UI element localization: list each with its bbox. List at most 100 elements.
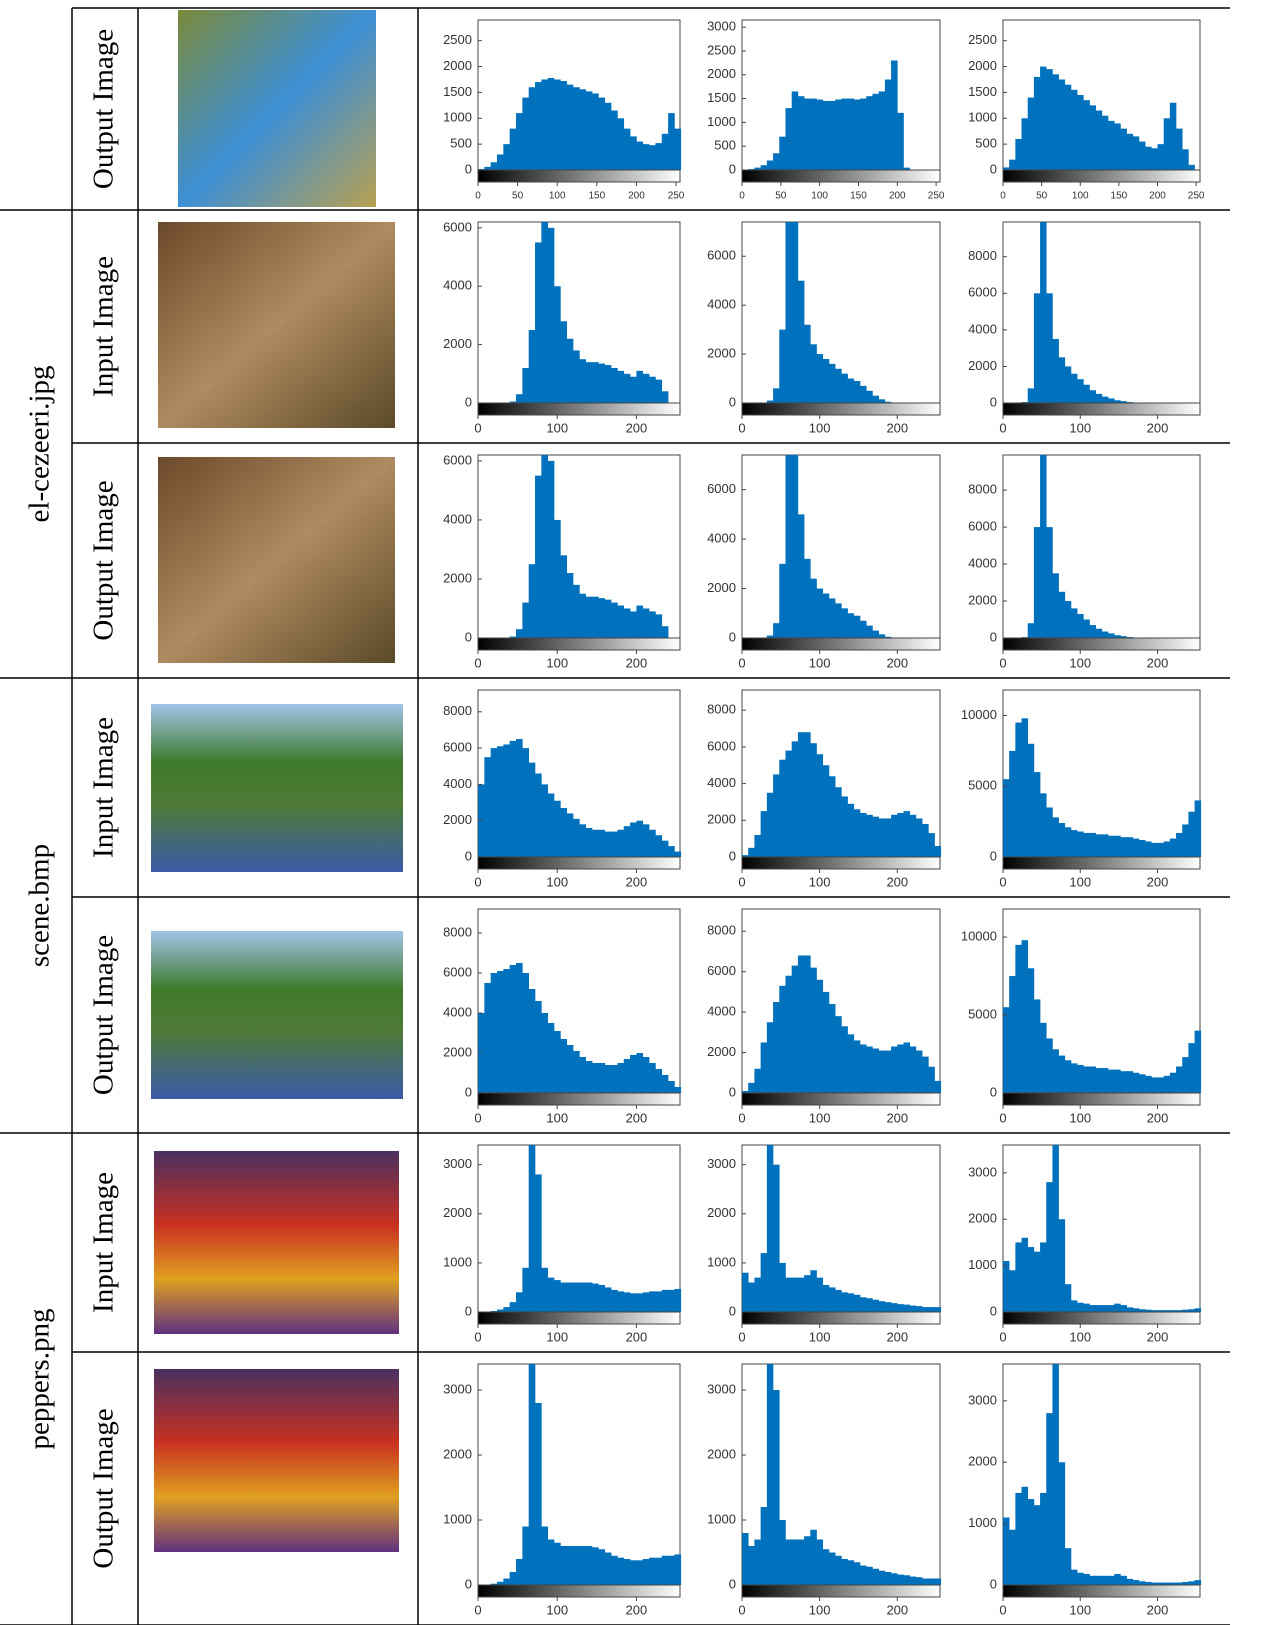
histogram-bar: [810, 1529, 817, 1585]
histogram-bar: [779, 136, 786, 170]
histogram-bar: [497, 154, 504, 170]
histogram-bar: [1163, 118, 1171, 170]
y-tick-label: 2000: [707, 1446, 736, 1461]
histogram-bar: [566, 573, 574, 638]
histogram-bar: [1070, 1300, 1078, 1312]
y-tick-label: 10000: [961, 707, 997, 722]
histogram-bar: [872, 395, 879, 403]
histogram-bar: [611, 1065, 618, 1093]
histogram-bar: [509, 636, 517, 638]
histogram-bar: [674, 1087, 682, 1093]
histogram-bar: [630, 1055, 637, 1093]
histogram-bar: [617, 118, 625, 170]
histogram-bar: [1095, 110, 1103, 170]
x-tick-label: 100: [809, 874, 831, 889]
y-tick-label: 3000: [443, 1156, 472, 1171]
colorbar: [1002, 856, 1201, 870]
y-tick-label: 2500: [707, 42, 736, 57]
y-tick-label: 0: [729, 161, 736, 176]
histogram-bar: [1120, 1575, 1127, 1585]
histogram-bar: [785, 222, 792, 403]
histogram-bar: [828, 598, 836, 638]
histogram-bar: [779, 329, 786, 403]
histogram-bar: [1126, 1578, 1134, 1585]
histogram-bar: [1095, 1305, 1103, 1312]
histogram-bar: [866, 1566, 873, 1585]
histogram-bar: [934, 1080, 942, 1093]
histogram-bar: [1058, 1219, 1066, 1312]
histogram-bar: [598, 598, 606, 638]
histogram-bar: [860, 385, 867, 403]
y-tick-label: 8000: [443, 924, 472, 939]
histogram-bar: [866, 1046, 873, 1093]
image: [178, 10, 376, 207]
histogram-bar: [860, 1565, 867, 1585]
histogram-bar: [804, 324, 811, 403]
histogram-bar: [522, 97, 529, 170]
histogram-bar: [1077, 613, 1084, 638]
histogram-bar: [509, 1572, 517, 1585]
histogram-bar: [1052, 1364, 1059, 1585]
histogram-bar: [611, 1289, 618, 1312]
histogram-bar: [1101, 834, 1109, 857]
histogram-bar: [617, 829, 625, 857]
histogram-bar: [742, 855, 749, 857]
y-tick-label: 0: [729, 629, 736, 644]
x-tick-label: 100: [546, 874, 568, 889]
histogram-bar: [1052, 1145, 1059, 1312]
y-tick-label: 0: [729, 1303, 736, 1318]
x-tick-label: 0: [738, 420, 745, 435]
histogram-bar: [1033, 1251, 1041, 1312]
histogram-bar: [891, 60, 898, 170]
y-tick-label: 2000: [968, 1211, 997, 1226]
group-label: peppers.png: [24, 1309, 56, 1450]
histogram-bar: [804, 558, 811, 638]
histogram-bar: [835, 1289, 842, 1312]
histogram-bar: [1033, 772, 1041, 857]
histogram-bar: [649, 1291, 656, 1312]
histogram-bar: [1169, 1582, 1177, 1585]
histogram-bar: [668, 1081, 675, 1093]
y-tick-label: 6000: [707, 248, 736, 263]
histogram-bar: [835, 1555, 842, 1585]
y-tick-label: 6000: [707, 738, 736, 753]
histogram-bar: [1095, 834, 1103, 857]
x-tick-label: 100: [1069, 1110, 1091, 1125]
histogram-bar: [649, 829, 656, 857]
histogram-bar: [872, 630, 879, 638]
histogram-bar: [1157, 1310, 1164, 1312]
histogram-bar: [1182, 1057, 1189, 1093]
histogram-bar: [884, 401, 892, 403]
histogram-bar: [490, 1583, 498, 1585]
x-tick-label: 200: [626, 1329, 648, 1344]
y-tick-label: 500: [450, 136, 472, 151]
histogram-bar: [573, 1546, 580, 1585]
x-tick-label: 50: [512, 191, 524, 202]
histogram-bar: [1138, 840, 1146, 857]
histogram-bar: [592, 362, 599, 403]
histogram-bar: [785, 975, 792, 1093]
histogram-bar: [853, 1562, 861, 1585]
x-tick-label: 0: [739, 191, 745, 202]
histogram-bar: [1021, 118, 1029, 170]
histogram-bar: [541, 1526, 549, 1585]
histogram-bar: [592, 1547, 599, 1585]
histogram-bar: [585, 1546, 593, 1585]
histogram-bar: [1114, 635, 1121, 638]
histogram-bar: [1027, 623, 1035, 638]
histogram-bar: [822, 991, 830, 1093]
histogram-bar: [1021, 1486, 1029, 1585]
histogram-bar: [1046, 1038, 1053, 1093]
histogram-bar: [516, 113, 523, 170]
colorbar: [477, 1584, 681, 1598]
y-tick-label: 0: [465, 629, 472, 644]
histogram-bar: [891, 814, 898, 857]
x-tick-label: 0: [738, 874, 745, 889]
y-tick-label: 1000: [968, 1515, 997, 1530]
histogram-bar: [1169, 1072, 1177, 1093]
histogram-bar: [636, 370, 644, 403]
histogram-bar: [598, 829, 606, 857]
y-tick-label: 0: [990, 161, 997, 176]
histogram-bar: [822, 765, 830, 857]
histogram-bar: [903, 167, 911, 170]
